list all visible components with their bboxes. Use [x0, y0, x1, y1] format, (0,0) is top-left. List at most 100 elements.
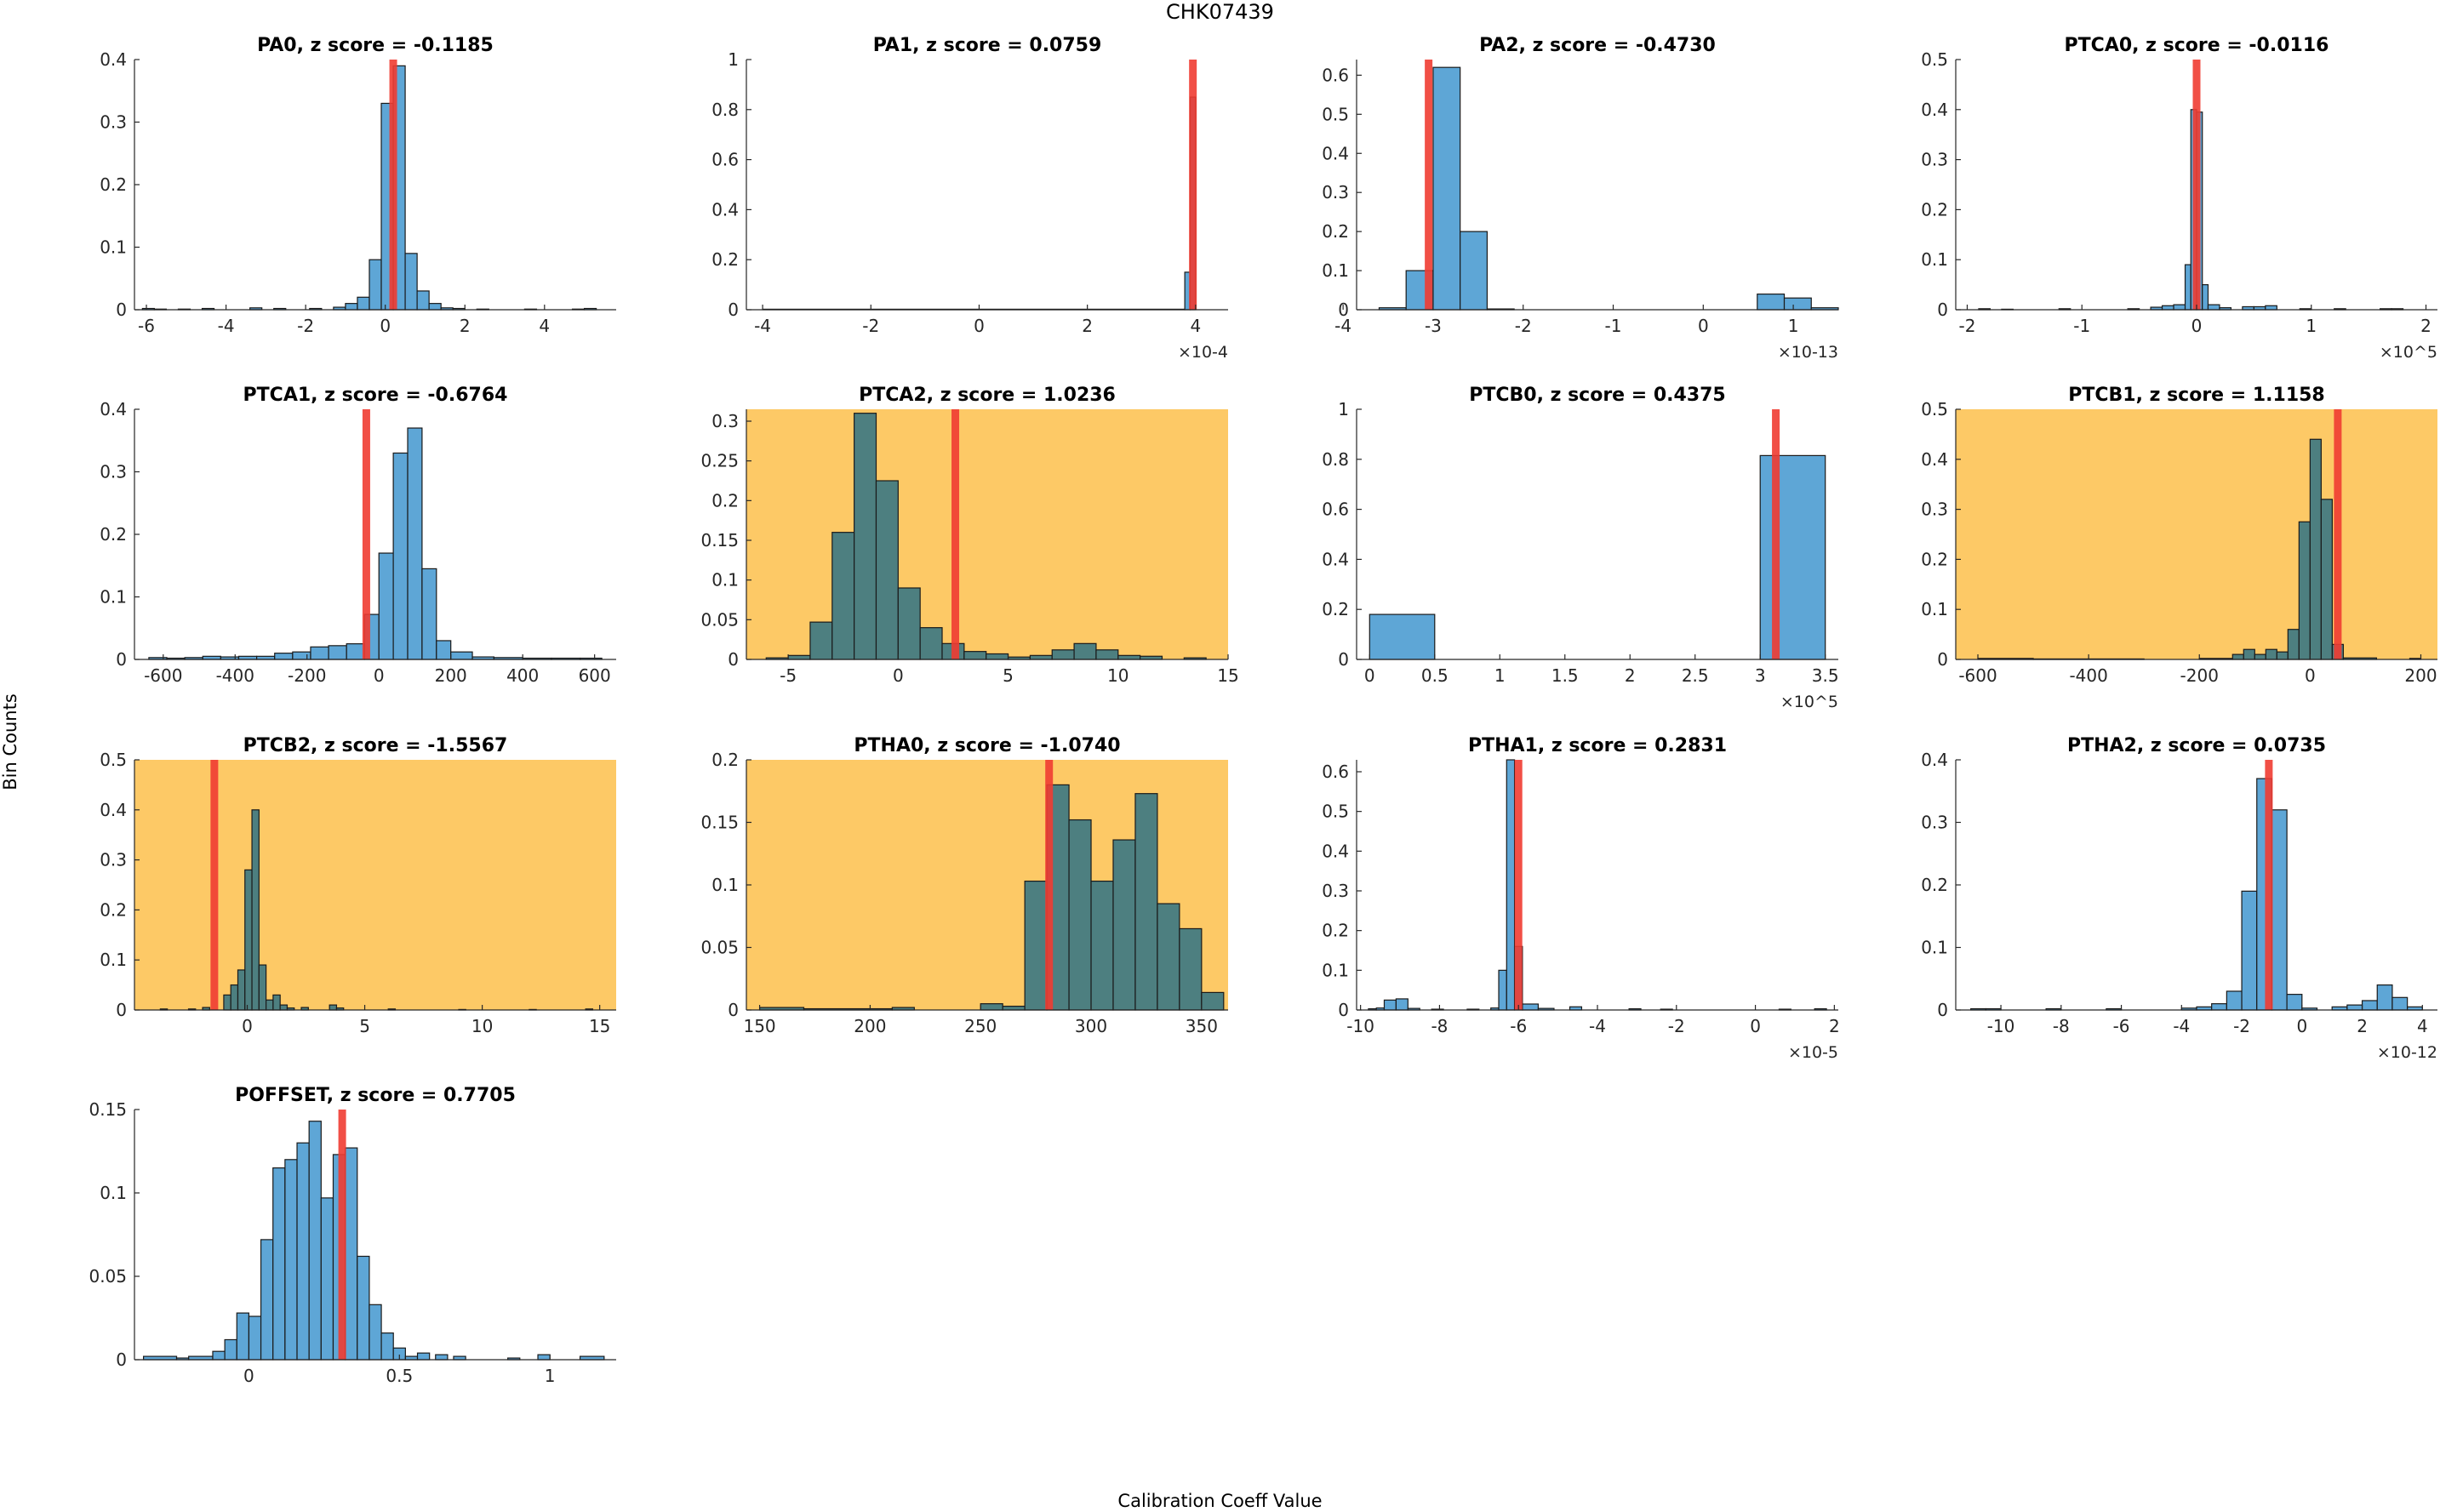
histogram-bar [787, 654, 811, 660]
histogram-bar [346, 643, 365, 660]
x-tick-label: 4 [2417, 1016, 2428, 1036]
y-tick-label: 0.2 [1921, 875, 1948, 895]
y-tick-label: 1 [728, 49, 739, 70]
value-marker [951, 409, 960, 659]
x-tick-label: 2 [460, 316, 471, 336]
x-tick-label: -4 [754, 316, 771, 336]
value-marker [338, 1110, 346, 1360]
histogram-bar [2346, 1004, 2363, 1011]
subplot-title: PTHA2, z score = 0.0735 [2067, 735, 2326, 756]
subplot-title: PTCA0, z score = -0.0116 [2065, 35, 2329, 56]
x-tick-label: 0.5 [1421, 665, 1449, 686]
y-tick-label: 0.1 [711, 875, 739, 895]
y-tick-label: 0.3 [1921, 499, 1948, 520]
histogram-bar [1002, 1005, 1026, 1011]
x-tick-label: -3 [1425, 316, 1442, 336]
x-tick-label: 0 [974, 316, 985, 336]
histogram-bar [1783, 297, 1812, 311]
x-tick-label: 200 [854, 1016, 886, 1036]
y-tick-label: 0 [1338, 649, 1349, 670]
histogram-bar [2309, 438, 2322, 660]
value-marker [210, 760, 219, 1010]
x-tick-label: -6 [1510, 1016, 1527, 1036]
x-tick-label: 1 [545, 1366, 556, 1386]
histogram-bar [809, 621, 833, 660]
histogram-bar [266, 999, 274, 1011]
subplot-ptha0: 0 0.05 0.1 0.15 0.2 150 200 250 300 350 PTHA0, z s… [700, 735, 1228, 1036]
y-tick-label: 0.4 [1921, 750, 1948, 770]
y-tick-label: 0 [1937, 649, 1948, 670]
x-tick-label: 350 [1186, 1016, 1218, 1036]
histogram-bar [357, 1255, 370, 1361]
y-tick-label: 0.3 [711, 411, 739, 431]
histogram-bar [274, 653, 294, 660]
x-exponent-label: ×10^5 [2380, 343, 2437, 362]
y-tick-label: 0.8 [1322, 449, 1349, 470]
x-tick-label: 1 [1788, 316, 1799, 336]
x-tick-label: -8 [2053, 1016, 2070, 1036]
y-tick-label: 0.1 [100, 237, 127, 258]
x-tick-label: 0 [2296, 1016, 2307, 1036]
histogram-bar [236, 1312, 250, 1361]
y-tick-label: 0.6 [1322, 499, 1349, 520]
x-tick-label: 4 [1190, 316, 1201, 336]
histogram-bar [357, 296, 370, 311]
x-tick-label: -4 [2173, 1016, 2190, 1036]
histogram-bar [2320, 499, 2333, 660]
histogram-bar [1029, 654, 1053, 660]
x-tick-label: 400 [506, 665, 539, 686]
x-tick-label: -5 [780, 665, 797, 686]
histogram-bar [986, 653, 1009, 660]
histogram-bar [1157, 903, 1180, 1011]
y-tick-label: 0 [116, 1349, 127, 1370]
histogram-bar [237, 969, 246, 1011]
y-tick-label: 0.4 [1322, 549, 1349, 569]
histogram-bar [2254, 653, 2266, 660]
y-tick-label: 0.05 [700, 609, 739, 630]
histogram-bar [1759, 454, 1826, 660]
histogram-bar [224, 1338, 237, 1361]
subplot-title: PTCB2, z score = -1.5567 [243, 735, 508, 756]
histogram-bar [369, 1304, 382, 1361]
x-tick-label: 200 [435, 665, 467, 686]
histogram-bar [292, 651, 311, 660]
histogram-bar [345, 303, 358, 311]
histogram-bar [1095, 649, 1119, 660]
histogram-bar [296, 1142, 310, 1361]
value-marker [1772, 409, 1780, 659]
histogram-bar [980, 1003, 1003, 1011]
subplot-title: PA2, z score = -0.4730 [1479, 35, 1716, 56]
histogram-bar [2265, 305, 2277, 311]
histogram-bar [1201, 991, 1225, 1011]
x-tick-label: 0.5 [386, 1366, 413, 1386]
x-tick-label: -8 [1431, 1016, 1448, 1036]
histogram-bar [230, 984, 239, 1011]
subplot-ptcb2: 0 0.1 0.2 0.3 0.4 0.5 0 5 10 15 PTCB2, z score = -… [100, 735, 616, 1036]
histogram-bar [328, 645, 347, 660]
histogram-bar [450, 651, 473, 660]
x-tick-label: -600 [1958, 665, 1997, 686]
y-tick-label: 0.4 [1322, 143, 1349, 163]
histogram-bar [2161, 305, 2174, 311]
y-tick-label: 0 [1937, 1000, 1948, 1020]
x-tick-label: -1 [2073, 316, 2090, 336]
y-tick-label: 0.3 [100, 112, 127, 133]
x-tick-label: -200 [2180, 665, 2219, 686]
histogram-bar [919, 627, 943, 660]
y-tick-label: 0 [728, 649, 739, 670]
y-tick-label: 0.3 [1921, 813, 1948, 833]
y-tick-label: 0.1 [1322, 260, 1349, 281]
x-tick-label: -400 [216, 665, 254, 686]
y-tick-label: 0.15 [700, 530, 739, 551]
x-tick-label: 0 [374, 665, 385, 686]
x-tick-label: -2 [1958, 316, 1975, 336]
x-tick-label: 4 [539, 316, 550, 336]
histogram-bar [416, 290, 430, 311]
x-tick-label: -6 [138, 316, 155, 336]
x-tick-label: 2.5 [1682, 665, 1709, 686]
x-tick-label: 0 [2191, 316, 2203, 336]
histogram-bar [2287, 629, 2300, 660]
x-tick-label: 15 [589, 1016, 610, 1036]
